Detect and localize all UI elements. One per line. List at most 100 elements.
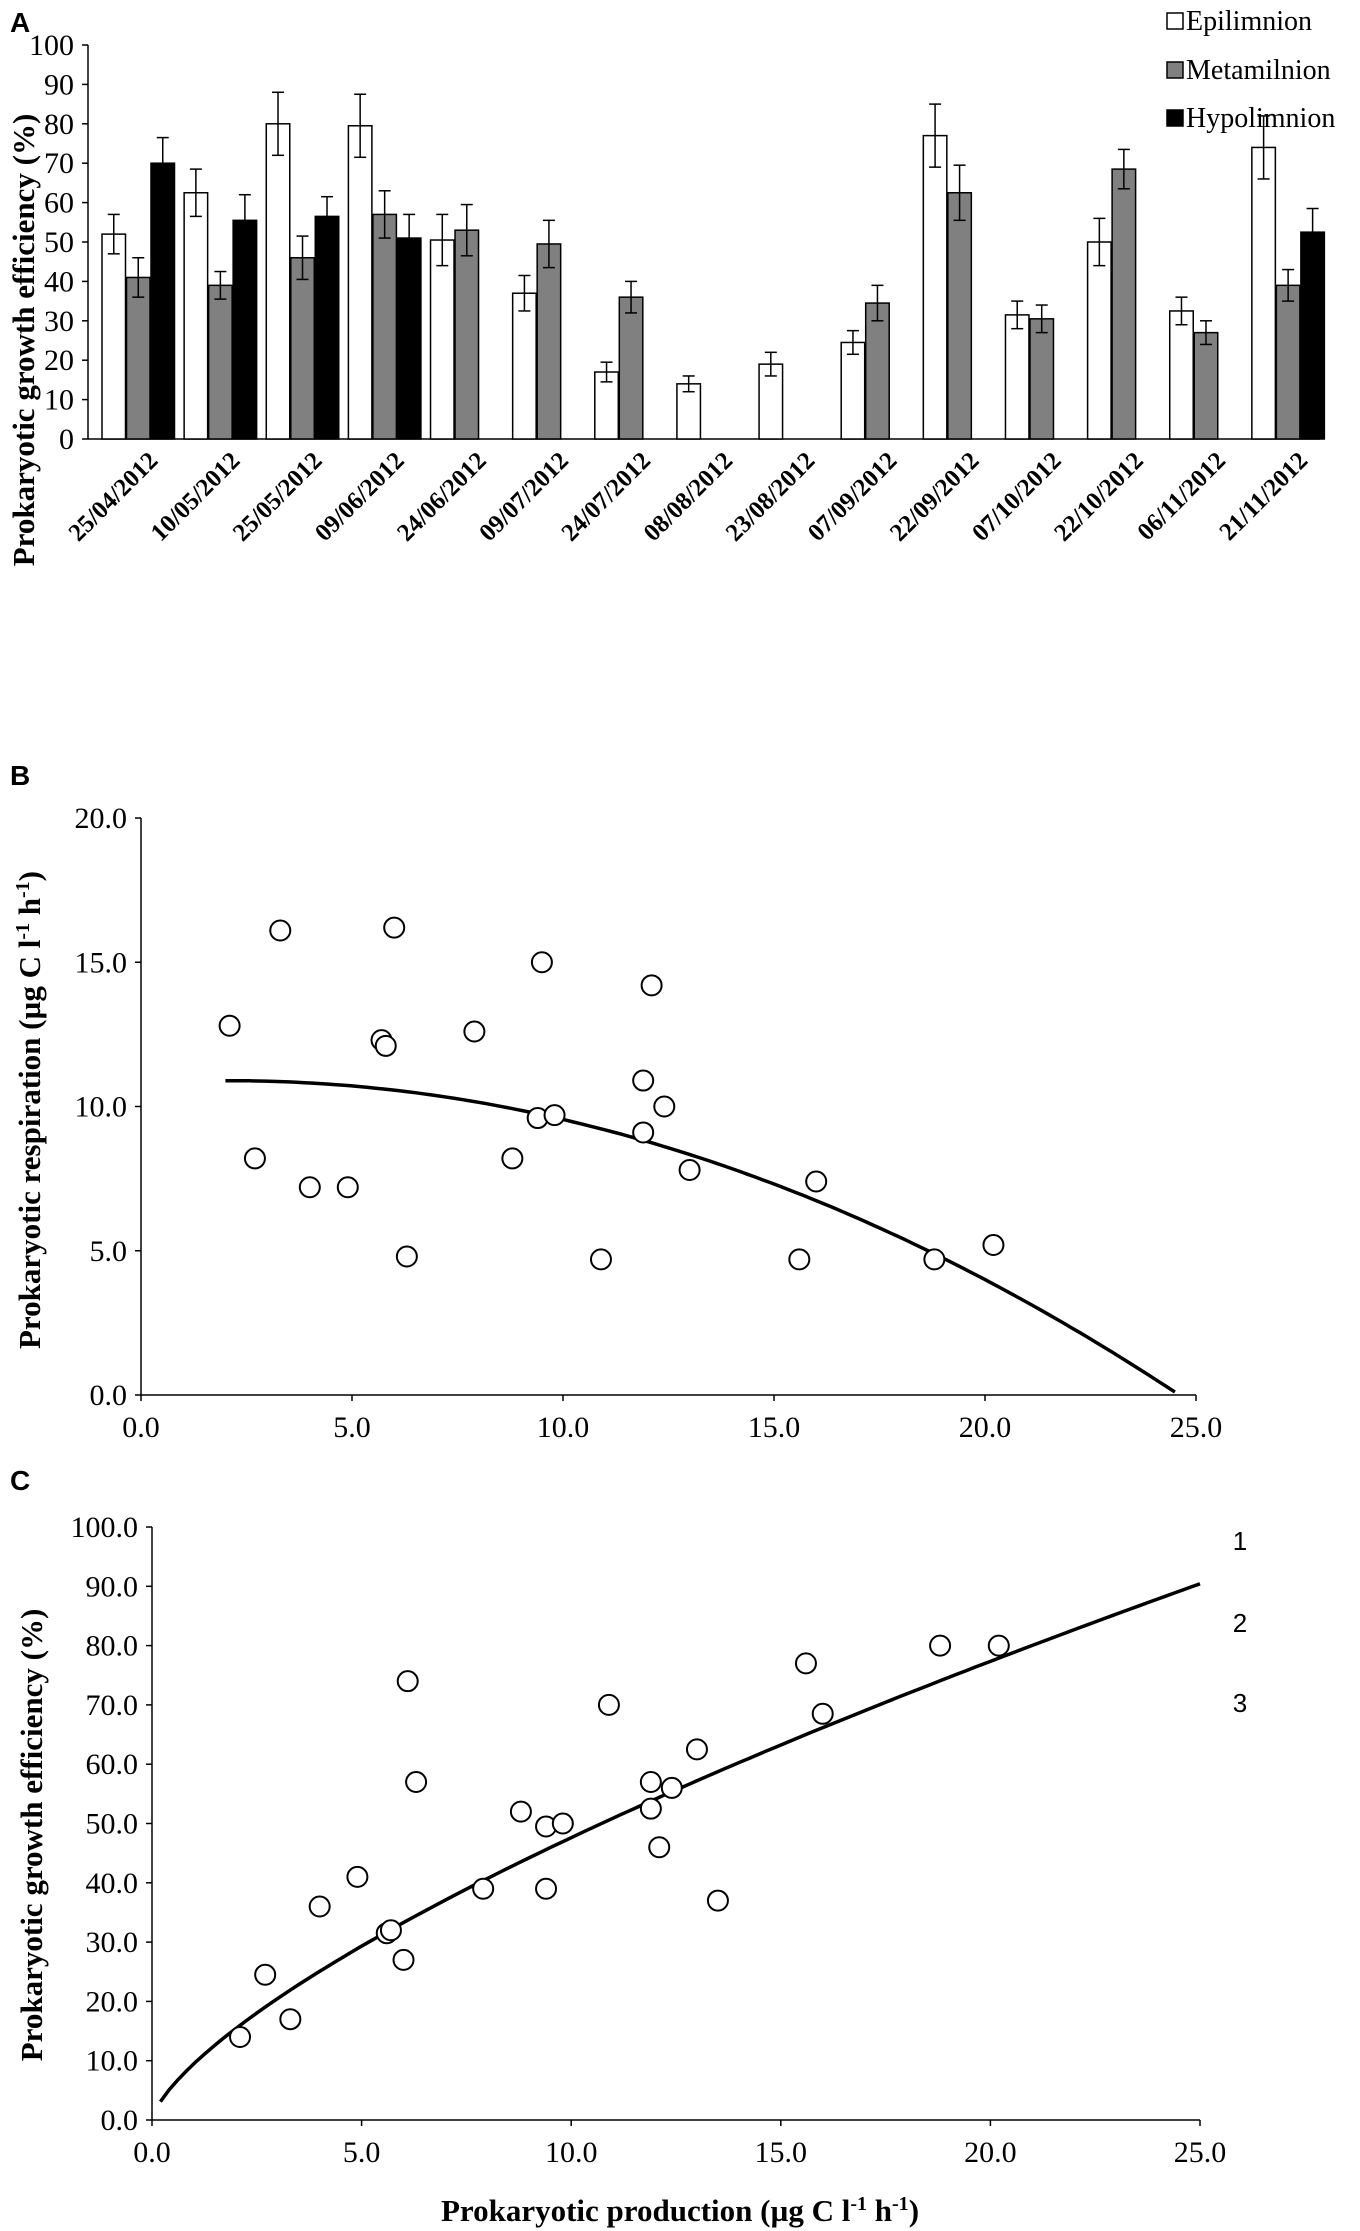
bar-hypolimnion [150,162,176,440]
y-tick-label: 50.0 [86,1808,139,1841]
bar-hypolimnion [1300,231,1326,440]
data-point [929,1634,952,1657]
data-point [987,1634,1010,1657]
panel-a-y-tick-label: 10 [44,384,74,417]
panel-a-y-tick-label: 40 [44,265,74,298]
data-point [648,1836,671,1859]
data-point [811,1702,834,1725]
panel-c-label: C [10,1465,30,1496]
bar-metamilnion [1193,331,1219,440]
data-point [632,1069,655,1092]
data-point [379,1919,402,1942]
data-point [463,1020,486,1043]
fit-line [158,1582,1201,2103]
panel-a-x-tick-label: 10/05/2012 [146,447,246,547]
panel-b-points [218,916,1005,1271]
data-point [383,916,406,939]
panel-a-x-tick-label: 25/05/2012 [228,447,328,547]
x-tick-label: 25.0 [1174,2136,1227,2169]
data-point [218,1014,241,1037]
panel-a-y-tick-label: 20 [44,344,74,377]
data-point [640,974,663,997]
y-tick-label: 90.0 [86,1570,139,1603]
data-point [243,1147,266,1170]
panel-a-y-tick-label: 0 [59,423,74,456]
data-point [706,1889,729,1912]
panel-c-x-axis-label: Prokaryotic production (µg C l-1 h-1) [441,2193,919,2228]
data-point [678,1158,701,1181]
bar-epilimnion [183,192,209,440]
bar-metamilnion [1275,284,1301,440]
bar-epilimnion [1004,314,1030,440]
data-point [374,1034,397,1057]
panel-c-fit-curve [158,1582,1201,2103]
data-point [685,1738,708,1761]
y-tick-label: 15.0 [75,946,128,979]
legend-swatch-metamilnion [1166,61,1184,79]
panel-a-y-tick-label: 70 [44,147,74,180]
panel-a-x-tick-label: 25/04/2012 [64,447,164,547]
data-point [639,1797,662,1820]
x-tick-label: 15.0 [755,2136,808,2169]
data-point [279,2008,302,2031]
panel-c-side-labels: 1 2 3 [1233,1526,1247,1718]
y-tick-label: 20.0 [75,802,128,835]
data-point [405,1770,428,1793]
panel-a-x-tick-label: 24/06/2012 [392,447,492,547]
bar-epilimnion [840,341,866,440]
y-tick-label: 5.0 [90,1235,128,1268]
y-tick-label: 30.0 [86,1926,139,1959]
data-point [395,1245,418,1268]
bar-metamilnion [207,284,233,440]
bar-hypolimnion [396,237,422,440]
data-point [509,1800,532,1823]
panel-a-bar-chart: A Prokaryotic growth efficiency (%) 0 10 2… [6,6,1335,566]
y-tick-label: 60.0 [86,1748,139,1781]
y-tick-label: 10.0 [86,2045,139,2078]
panel-a-y-tick-label: 90 [44,68,74,101]
bar-epilimnion [1168,310,1194,440]
data-point [597,1693,620,1716]
bar-metamilnion [1111,168,1137,440]
side-label: 3 [1233,1688,1247,1718]
data-point [660,1776,683,1799]
bar-metamilnion [125,276,151,440]
legend-swatch-epilimnion [1166,12,1184,30]
bar-epilimnion [1086,241,1112,440]
data-point [229,2025,252,2048]
panel-a-x-tick-label: 24/07/2012 [556,447,656,547]
bar-metamilnion [454,229,480,440]
legend-label-metamilnion: Metamilnion [1186,55,1331,86]
y-tick-label: 0.0 [101,2104,139,2137]
data-point [269,919,292,942]
data-point [794,1652,817,1675]
data-point [551,1812,574,1835]
data-point [396,1670,419,1693]
panel-c-scatter-chart: C Prokaryotic growth efficiency (%) Prok… [10,1465,1247,2228]
bar-metamilnion [864,302,890,440]
x-tick-label: 10.0 [545,2136,598,2169]
x-tick-label: 5.0 [343,2136,381,2169]
bar-epilimnion [265,123,291,440]
bar-epilimnion [511,292,537,440]
bar-metamilnion [290,257,316,440]
data-point [543,1104,566,1127]
data-point [298,1176,321,1199]
panel-a-x-ticks: 25/04/201210/05/201225/05/201209/06/2012… [64,447,1314,547]
panel-a-bars [101,91,1326,440]
data-point [254,1963,277,1986]
x-tick-label: 25.0 [1170,1411,1223,1444]
y-tick-label: 40.0 [86,1867,139,1900]
data-point [632,1121,655,1144]
bar-metamilnion [947,192,973,440]
bar-epilimnion [1251,146,1277,440]
panel-b-y-axis-label: Prokaryotic respiration (µg C l-1 h-1) [12,871,47,1349]
panel-a-x-tick-label: 09/07/2012 [474,447,574,547]
bar-epilimnion [101,233,127,440]
data-point [805,1170,828,1193]
data-point [530,951,553,974]
y-tick-label: 20.0 [86,1985,139,2018]
data-point [653,1095,676,1118]
data-point [346,1865,369,1888]
panel-b-axes: 0.0 5.0 10.0 15.0 20.0 0.0 5.0 10.0 15.0 20.0 25.0 [75,802,1223,1444]
